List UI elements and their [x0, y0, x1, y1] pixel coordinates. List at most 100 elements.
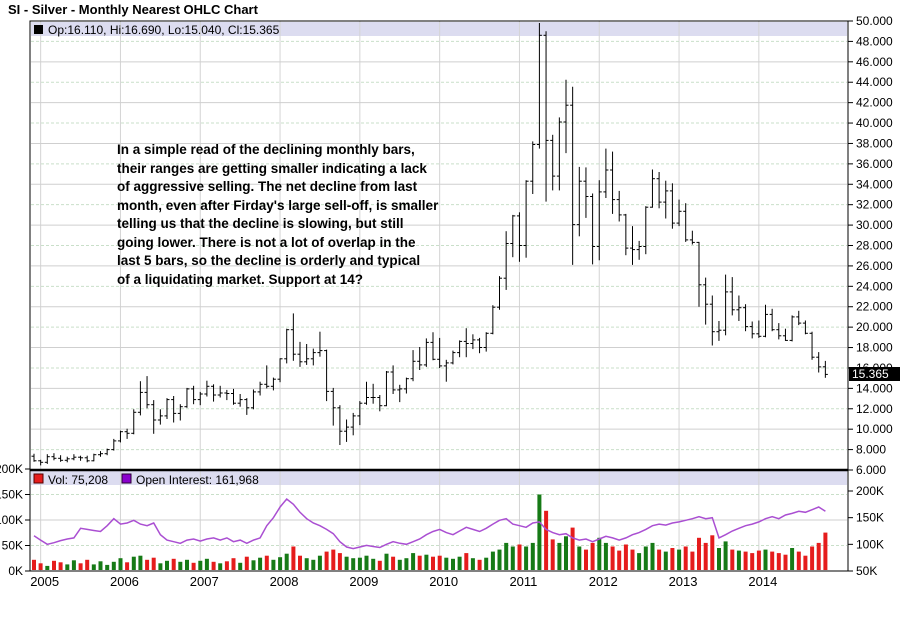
volume-bar-down	[770, 551, 775, 570]
ohlc-bar	[543, 31, 549, 202]
ohlc-bar	[510, 214, 516, 258]
price-tick-label: 26.000	[856, 259, 893, 273]
volume-bar-up	[98, 561, 103, 570]
price-tick-label: 10.000	[856, 422, 893, 436]
volume-bar-up	[510, 546, 515, 570]
volume-bar-up	[371, 558, 376, 570]
ohlc-bar	[816, 352, 822, 373]
price-tick-label: 12.000	[856, 402, 893, 416]
volume-bar-up	[597, 537, 602, 570]
price-tick-label: 34.000	[856, 177, 893, 191]
ohlc-bar	[423, 338, 429, 367]
ohlc-legend-strip	[31, 22, 847, 36]
volume-bar-down	[783, 554, 788, 570]
volume-bar-up	[444, 557, 449, 570]
ohlc-bar	[763, 304, 768, 338]
volume-bar-up	[258, 557, 263, 570]
ohlc-bar	[769, 308, 775, 332]
price-tick-label: 40.000	[856, 116, 893, 130]
ohlc-bar	[450, 350, 456, 365]
ohlc-bar	[556, 117, 562, 191]
ohlc-bar	[157, 409, 163, 425]
ohlc-bar	[84, 455, 90, 463]
volume-bar-up	[271, 559, 276, 570]
ohlc-bar	[457, 340, 463, 358]
price-tick-label: 20.000	[856, 320, 893, 334]
volume-bar-up	[790, 548, 795, 570]
volume-bar-down	[191, 562, 196, 570]
volume-bar-up	[65, 564, 70, 570]
volume-bar-up	[278, 557, 283, 570]
ohlc-bar	[417, 347, 423, 370]
ohlc-bar	[270, 377, 276, 391]
ohlc-bar	[390, 365, 396, 394]
ohlc-bar	[590, 193, 596, 265]
volume-bar-down	[85, 559, 90, 570]
price-tick-label: 8.000	[856, 443, 886, 457]
page-title: SI - Silver - Monthly Nearest OHLC Chart	[8, 2, 258, 17]
volume-bar-down	[710, 535, 715, 570]
ohlc-bar	[610, 151, 616, 214]
ohlc-bar	[284, 328, 290, 364]
volume-bar-up	[484, 557, 489, 570]
ohlc-bar	[231, 388, 236, 405]
volume-bar-down	[810, 546, 815, 570]
volume-tick-label: 100K	[0, 513, 23, 527]
volume-bar-up	[317, 555, 322, 570]
volume-bar-down	[517, 544, 522, 570]
ohlc-bar	[477, 337, 483, 354]
volume-bar-up	[158, 563, 163, 570]
year-tick-label: 2005	[30, 574, 59, 589]
open-interest-tick-label: 50K	[856, 564, 877, 578]
volume-bar-up	[91, 564, 96, 570]
volume-bar-up	[577, 546, 582, 570]
volume-bar-up	[357, 557, 362, 570]
ohlc-bar	[576, 166, 582, 237]
ohlc-bar	[297, 341, 303, 367]
price-tick-label: 6.000	[856, 463, 886, 477]
volume-bar-down	[750, 553, 755, 570]
ohlc-bar	[437, 337, 443, 368]
ohlc-bar	[403, 377, 409, 394]
ohlc-bar	[669, 183, 675, 229]
volume-bar-up	[723, 541, 728, 570]
ohlc-bar	[310, 348, 316, 366]
ohlc-bar	[337, 405, 343, 445]
volume-bar-down	[623, 544, 628, 570]
volume-bar-up	[304, 558, 309, 570]
year-tick-label: 2013	[669, 574, 698, 589]
ohlc-bar	[443, 359, 449, 382]
volume-bar-down	[391, 556, 396, 570]
ohlc-bar	[689, 230, 695, 245]
price-tick-label: 18.000	[856, 341, 893, 355]
volume-bar-down	[657, 549, 662, 570]
ohlc-bar	[696, 241, 702, 307]
volume-bar-up	[504, 542, 509, 570]
ohlc-bar	[716, 321, 722, 341]
ohlc-bar	[211, 384, 217, 402]
volume-bar-down	[151, 557, 156, 570]
ohlc-bar	[470, 334, 476, 350]
price-axis: 50.000 48.000 46.000 44.000 42.000 40.000 38.0…	[848, 14, 893, 477]
volume-bar-up	[497, 549, 502, 570]
volume-bar-up	[564, 536, 568, 570]
volume-bar-down	[544, 510, 549, 570]
volume-bar-up	[404, 558, 409, 570]
ohlc-bar	[370, 383, 376, 404]
volume-bar-down	[298, 555, 302, 570]
volume-bar-down	[224, 561, 229, 570]
ohlc-bar	[782, 328, 788, 341]
ohlc-bar	[463, 328, 469, 358]
year-tick-label: 2007	[190, 574, 219, 589]
volume-bar-up	[165, 560, 169, 570]
ohlc-bar	[596, 180, 602, 261]
volume-bar-up	[71, 560, 76, 570]
ohlc-bar	[483, 332, 489, 352]
ohlc-bar	[204, 380, 210, 397]
volume-bar-down	[337, 553, 342, 570]
volume-bar-up	[364, 555, 369, 570]
ohlc-bar	[397, 384, 403, 403]
volume-bar-down	[431, 556, 435, 570]
open-interest-legend-label: Open Interest: 161,968	[136, 473, 259, 487]
volume-bar-down	[38, 563, 43, 570]
